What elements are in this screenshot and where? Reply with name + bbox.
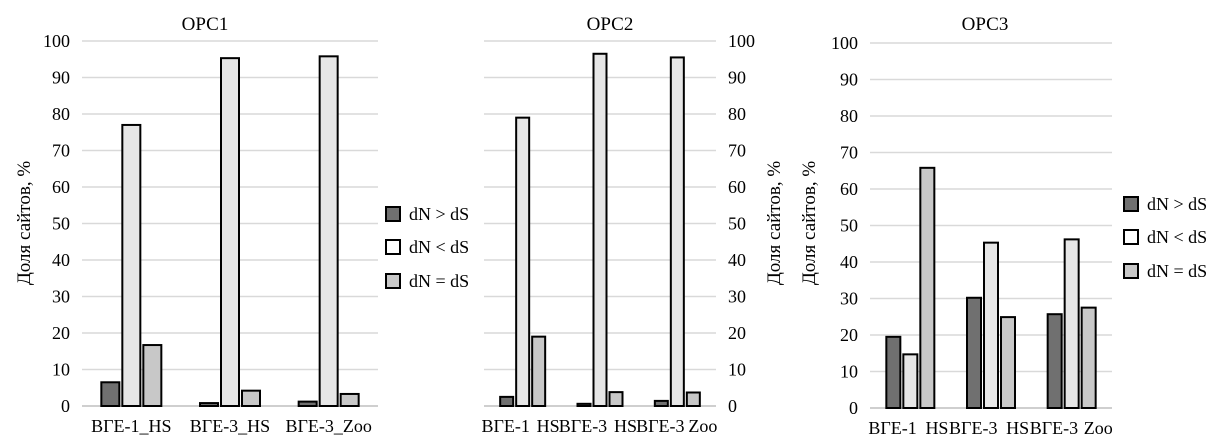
bar	[919, 166, 936, 409]
bar	[100, 381, 121, 407]
bar	[220, 57, 240, 407]
y-tick-label: 60	[728, 177, 746, 197]
y-tick-label: 90	[840, 70, 858, 90]
y-tick-label: 90	[728, 68, 746, 88]
legend-swatch	[1123, 229, 1139, 245]
y-tick-label: 100	[728, 31, 755, 51]
legend-swatch	[1123, 196, 1139, 212]
y-axis-label: Доля сайтов, %	[764, 161, 785, 285]
bar	[297, 400, 318, 407]
legend-label: dN < dS	[1147, 227, 1207, 247]
x-tick-label: ВГЕ-1	[868, 418, 916, 438]
chart-title: ОРС3	[962, 14, 1009, 35]
bar	[902, 353, 919, 409]
legend-label: dN > dS	[1147, 194, 1207, 214]
y-tick-label: 10	[52, 360, 70, 380]
y-tick-label: 80	[52, 104, 70, 124]
y-tick-label: 100	[831, 33, 858, 53]
bar	[1000, 316, 1016, 409]
chart-orc3: ОРС3 Доля сайтов, % 0 10 20 30 40 50 60 70 80 90 1…	[799, 14, 1113, 438]
chart-orc2: ОРС2 Доля сайтов, % 0 10 20 30 40 50 60 70 80 90 1…	[481, 14, 785, 436]
bar	[592, 52, 608, 408]
legend-label: dN = dS	[1147, 261, 1207, 281]
bar	[531, 335, 547, 407]
chart-title: ОРС2	[587, 14, 634, 35]
y-tick-label: 30	[840, 289, 858, 309]
bar	[142, 344, 163, 408]
y-tick-label: 100	[43, 31, 70, 51]
y-tick-label: 80	[840, 106, 858, 126]
legend-label: dN = dS	[409, 271, 469, 291]
y-tick-label: 0	[728, 396, 737, 416]
y-tick-label: 90	[52, 68, 70, 88]
x-tick-label: ВГЕ-1	[481, 416, 529, 436]
bar	[983, 241, 999, 409]
bar	[608, 391, 624, 408]
legend-swatch	[385, 239, 401, 255]
x-tick-label: ВГЕ-3	[559, 416, 607, 436]
legend-label: dN < dS	[409, 237, 469, 257]
y-tick-label: 20	[840, 325, 858, 345]
bar	[339, 392, 360, 407]
y-tick-label: 20	[52, 323, 70, 343]
bar	[576, 402, 592, 407]
x-tick-label: HS	[925, 418, 948, 438]
y-tick-label: 70	[728, 141, 746, 161]
legend-orc3: dN > dS dN < dS dN = dS	[1123, 194, 1207, 281]
bar	[653, 399, 669, 408]
chart-orc1: ОРС1 Доля сайтов, % 0 10 20 30 40 50 60 70 80 90 1…	[14, 14, 378, 436]
y-tick-label: 50	[728, 214, 746, 234]
y-tick-label: 0	[849, 398, 858, 418]
y-tick-label: 60	[840, 179, 858, 199]
x-tick-label: ВГЕ-3	[1030, 418, 1078, 438]
y-axis-label: Доля сайтов, %	[799, 161, 820, 285]
bar	[669, 56, 685, 408]
bar	[241, 389, 261, 408]
x-tick-label: ВГЕ-3_HS	[190, 416, 270, 436]
bar	[1046, 313, 1063, 410]
legend-swatch	[385, 273, 401, 289]
bar	[1080, 306, 1097, 409]
y-tick-label: 50	[52, 214, 70, 234]
y-tick-label: 60	[52, 177, 70, 197]
x-tick-label: ВГЕ-3	[636, 416, 684, 436]
x-tick-label: HS	[537, 416, 560, 436]
legend-swatch	[385, 206, 401, 222]
bar	[885, 335, 902, 410]
y-tick-label: 40	[52, 250, 70, 270]
y-tick-label: 70	[840, 143, 858, 163]
y-tick-label: 40	[840, 252, 858, 272]
chart-title: ОРС1	[182, 14, 229, 35]
y-tick-label: 0	[61, 396, 70, 416]
y-tick-label: 40	[728, 250, 746, 270]
legend-orc1: dN > dS dN < dS dN = dS	[385, 204, 469, 291]
bar	[318, 55, 339, 408]
bar	[966, 296, 982, 409]
y-tick-label: 80	[728, 104, 746, 124]
y-tick-label: 10	[728, 360, 746, 380]
x-tick-label: ВГЕ-3_Zoo	[285, 416, 371, 436]
y-tick-label: 30	[52, 287, 70, 307]
bar	[199, 402, 219, 407]
bar	[515, 116, 531, 408]
bar	[685, 391, 701, 407]
x-tick-label: HS	[614, 416, 637, 436]
x-tick-label: Zoo	[1084, 418, 1113, 438]
y-tick-label: 20	[728, 323, 746, 343]
bar	[121, 123, 142, 407]
x-tick-label: HS	[1006, 418, 1029, 438]
y-tick-label: 50	[840, 216, 858, 236]
bar	[1063, 238, 1080, 409]
bar	[499, 395, 515, 407]
legend-label: dN > dS	[409, 204, 469, 224]
x-tick-label: Zoo	[688, 416, 717, 436]
x-tick-label: ВГЕ-3	[949, 418, 997, 438]
y-tick-label: 30	[728, 287, 746, 307]
legend-swatch	[1123, 263, 1139, 279]
y-tick-label: 10	[840, 362, 858, 382]
y-axis-label: Доля сайтов, %	[14, 161, 35, 285]
x-tick-label: ВГЕ-1_HS	[91, 416, 171, 436]
y-tick-label: 70	[52, 141, 70, 161]
